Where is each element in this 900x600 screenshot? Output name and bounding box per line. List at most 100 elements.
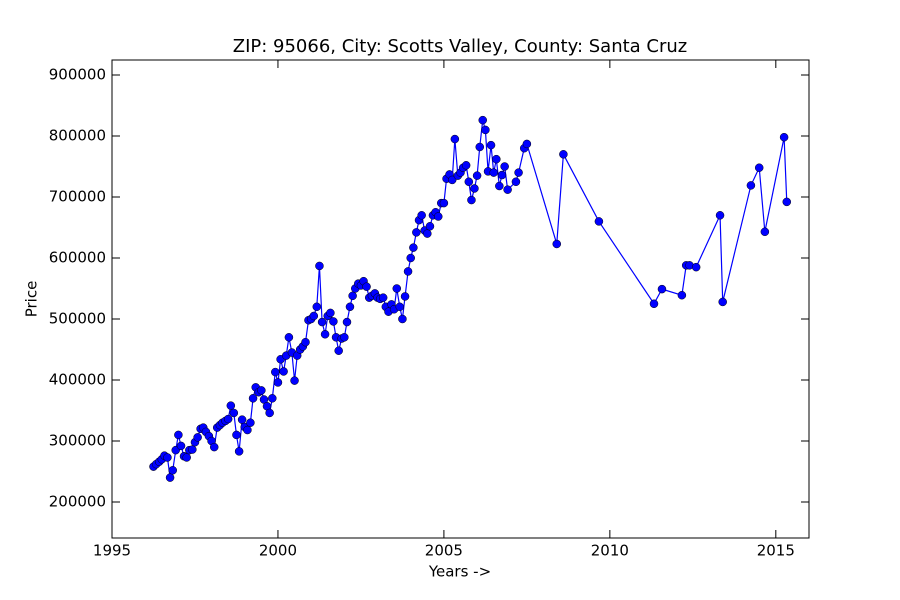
point [234,447,244,456]
point [450,134,460,144]
point [340,333,349,342]
point [257,386,266,395]
point [209,442,219,452]
plot-frame [111,59,810,539]
x-tick-label: 2010 [591,542,629,560]
point [464,177,474,187]
y-axis-label: Price [23,281,41,318]
point [409,243,418,252]
point [226,401,236,410]
point [492,154,501,164]
point [760,227,770,237]
point [362,282,371,291]
point [779,132,789,142]
point [500,162,509,171]
point [284,333,294,342]
point [301,337,310,347]
y-tick-label: 200000 [49,493,106,511]
point [511,177,521,187]
point [412,228,421,237]
point [223,414,233,424]
point [248,394,258,403]
point [746,181,756,190]
point [472,171,482,180]
point [326,308,335,318]
point [423,229,432,238]
point [176,441,186,451]
point [425,222,435,231]
y-tick-label: 900000 [49,66,106,84]
point [163,453,172,462]
point [406,253,415,263]
point [320,330,330,339]
point [478,115,487,125]
point [378,293,388,302]
point [657,284,667,294]
point [168,466,177,475]
point [400,292,410,301]
point [475,142,485,152]
point [243,425,252,435]
point [691,262,701,272]
point [403,267,413,276]
point [559,150,568,159]
y-tick-label: 800000 [49,127,106,145]
point [268,394,277,403]
point [312,302,322,312]
chart-title: ZIP: 95066, City: Scotts Valley, County:… [233,36,688,57]
y-tick-label: 400000 [49,371,106,389]
point [237,415,247,424]
point [439,198,449,208]
point [342,317,352,327]
point [447,175,457,185]
y-tick-label: 700000 [49,188,106,206]
point [345,302,355,312]
y-tick-label: 600000 [49,249,106,267]
point [348,291,357,301]
point [434,212,443,221]
point [649,299,659,309]
point [188,445,197,454]
point [165,473,175,482]
point [265,408,274,418]
point [503,185,512,194]
x-tick-label: 1995 [93,542,131,560]
point [182,453,191,462]
point [273,378,283,387]
point [309,311,319,321]
point [398,314,407,324]
x-tick-label: 2005 [425,542,463,560]
point [417,211,426,220]
point [754,163,764,172]
y-tick-label: 500000 [49,310,106,328]
point [229,408,239,418]
point [497,170,507,180]
point [718,297,727,307]
point [594,217,604,226]
point [392,284,402,293]
point [232,430,241,440]
x-tick-label: 2015 [757,542,795,560]
point [486,140,496,150]
point [522,139,532,149]
point [715,211,725,220]
point [174,430,183,440]
point [495,181,504,191]
y-tick-label: 300000 [49,432,106,450]
x-tick-label: 2000 [259,542,297,560]
point [782,197,792,207]
point [461,161,471,170]
point [470,184,479,193]
point [481,125,490,135]
point [395,302,405,312]
point [514,168,523,177]
point [193,433,202,442]
point [290,376,299,385]
point [246,418,255,427]
point [329,317,338,326]
x-axis-label: Years -> [428,563,491,581]
point [334,346,343,355]
point [315,261,324,271]
